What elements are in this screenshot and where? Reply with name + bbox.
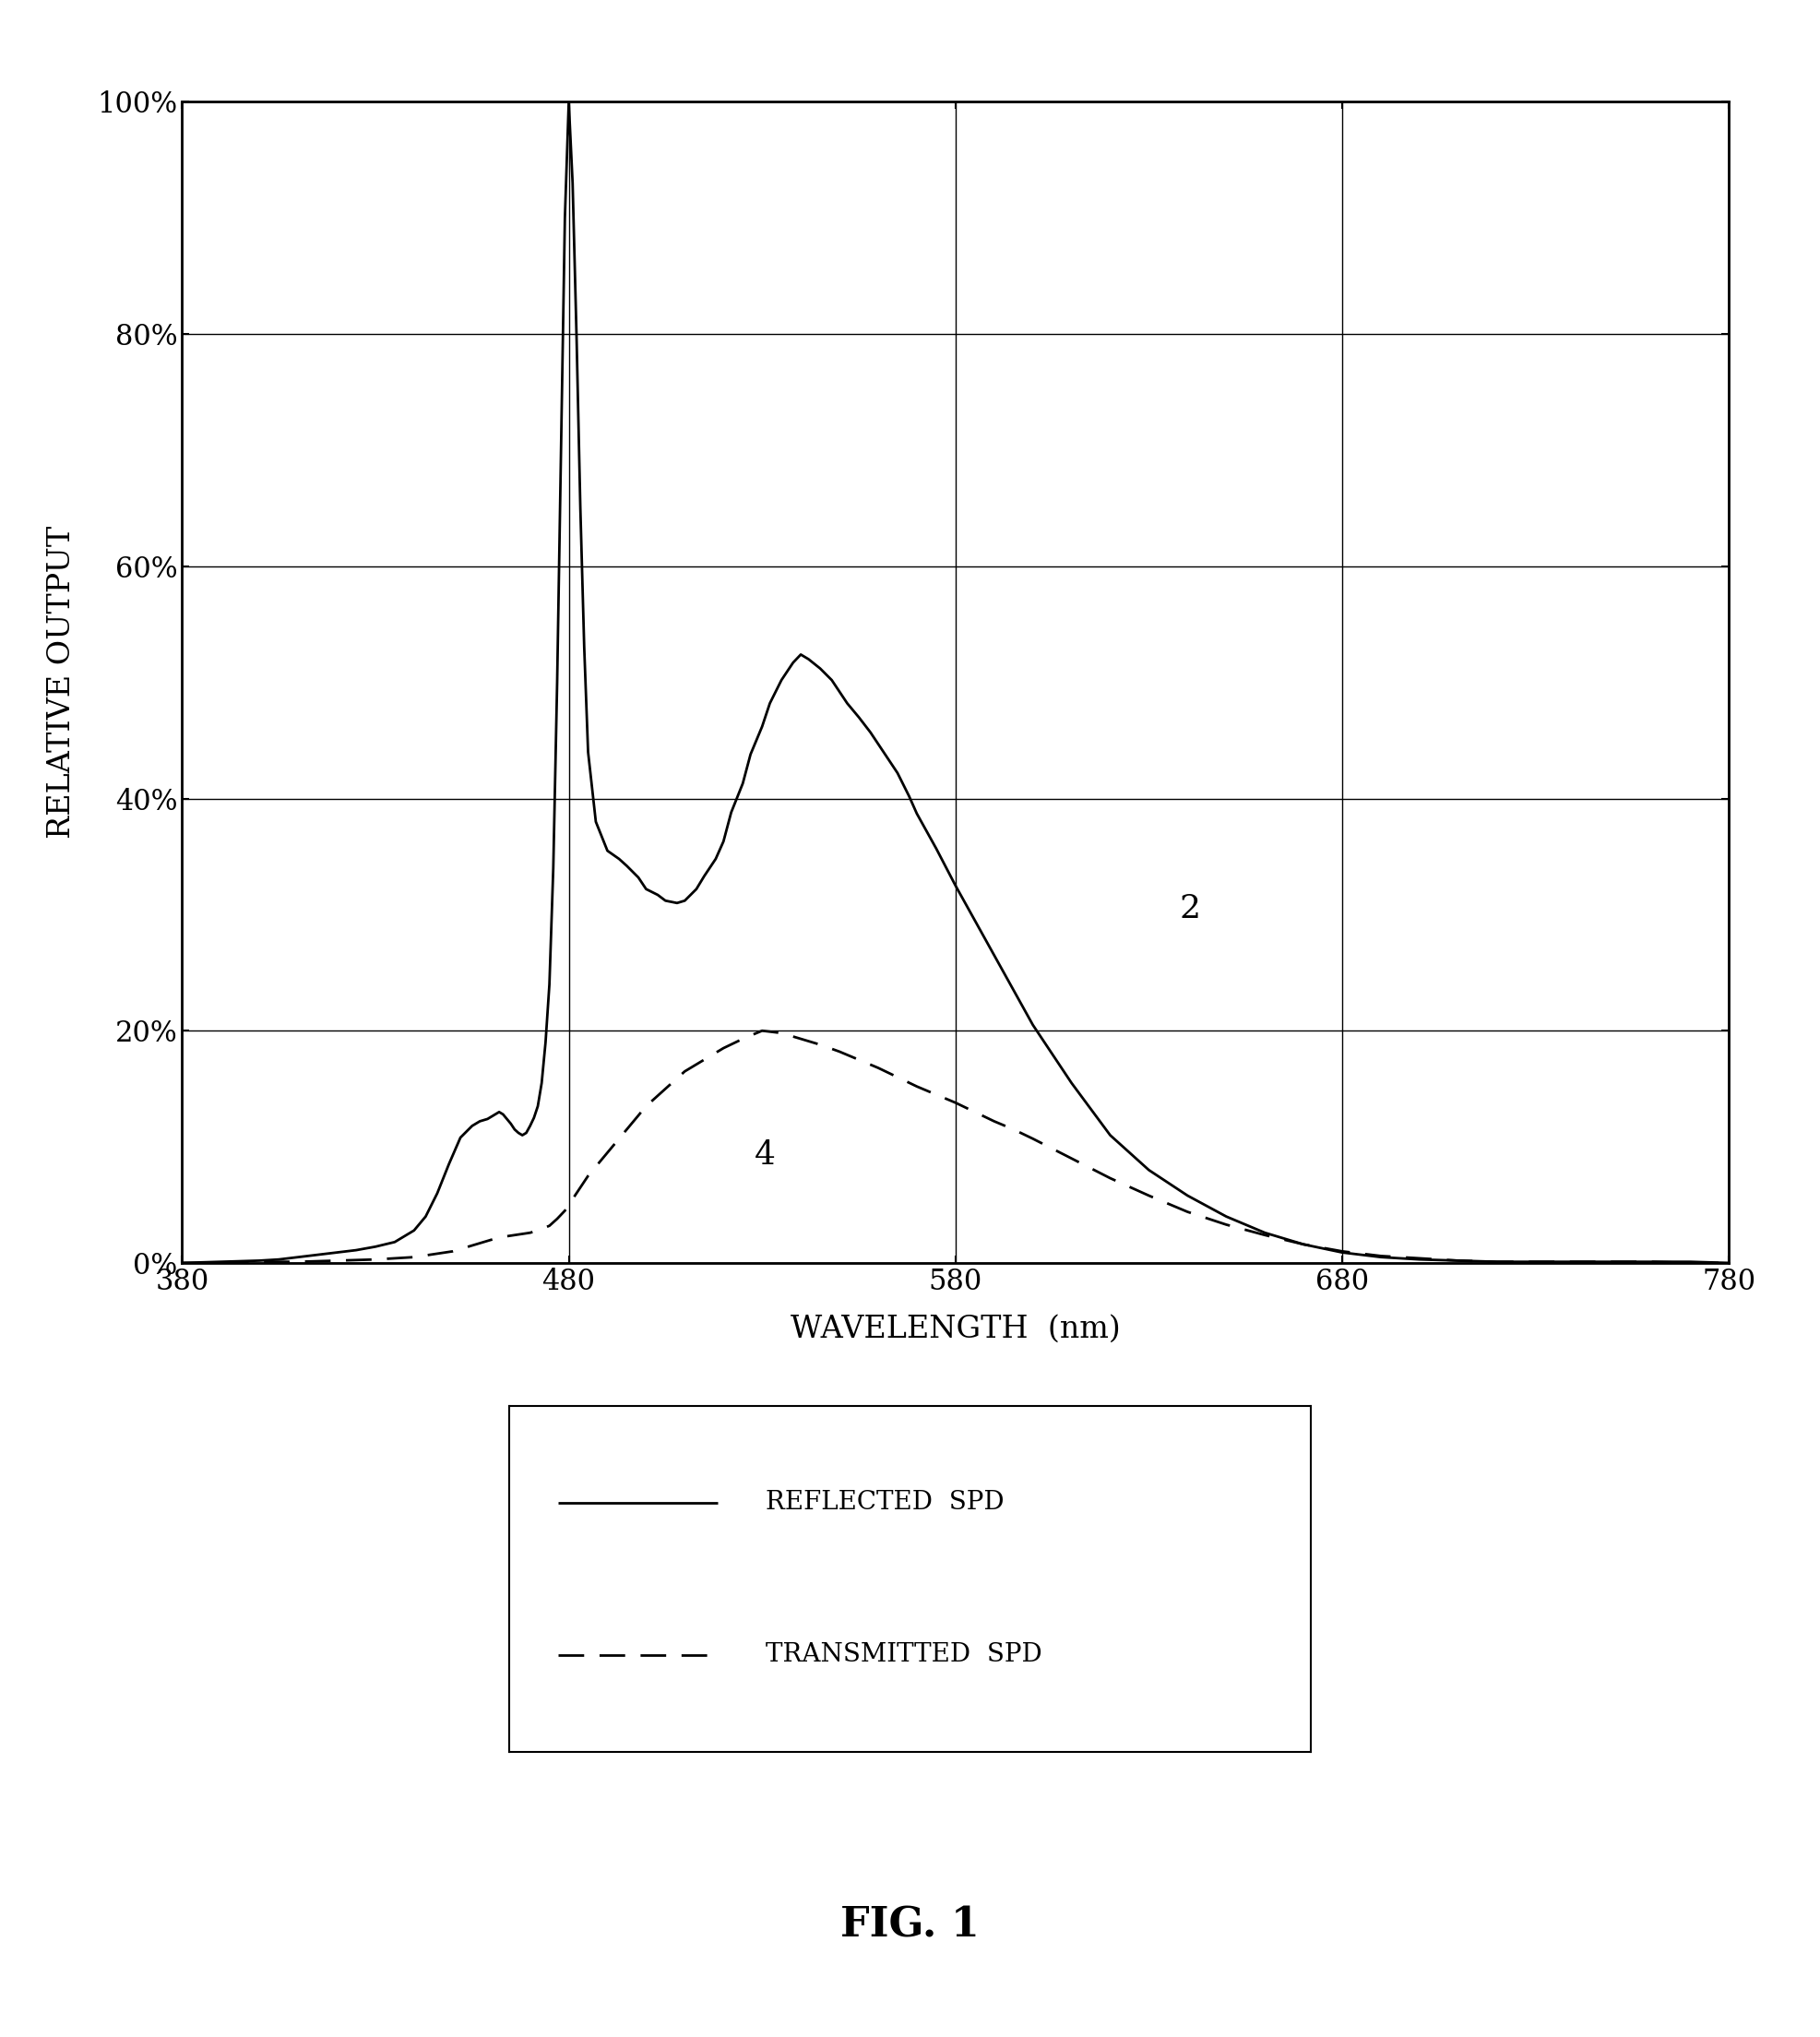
Text: REFLECTED  SPD: REFLECTED SPD — [766, 1489, 1005, 1516]
Text: FIG. 1: FIG. 1 — [841, 1905, 979, 1945]
Text: 2: 2 — [1179, 892, 1201, 925]
Text: TRANSMITTED  SPD: TRANSMITTED SPD — [766, 1642, 1043, 1668]
Y-axis label: RELATIVE OUTPUT: RELATIVE OUTPUT — [47, 526, 76, 839]
X-axis label: WAVELENGTH  (nm): WAVELENGTH (nm) — [790, 1314, 1121, 1344]
Text: 4: 4 — [753, 1139, 775, 1171]
